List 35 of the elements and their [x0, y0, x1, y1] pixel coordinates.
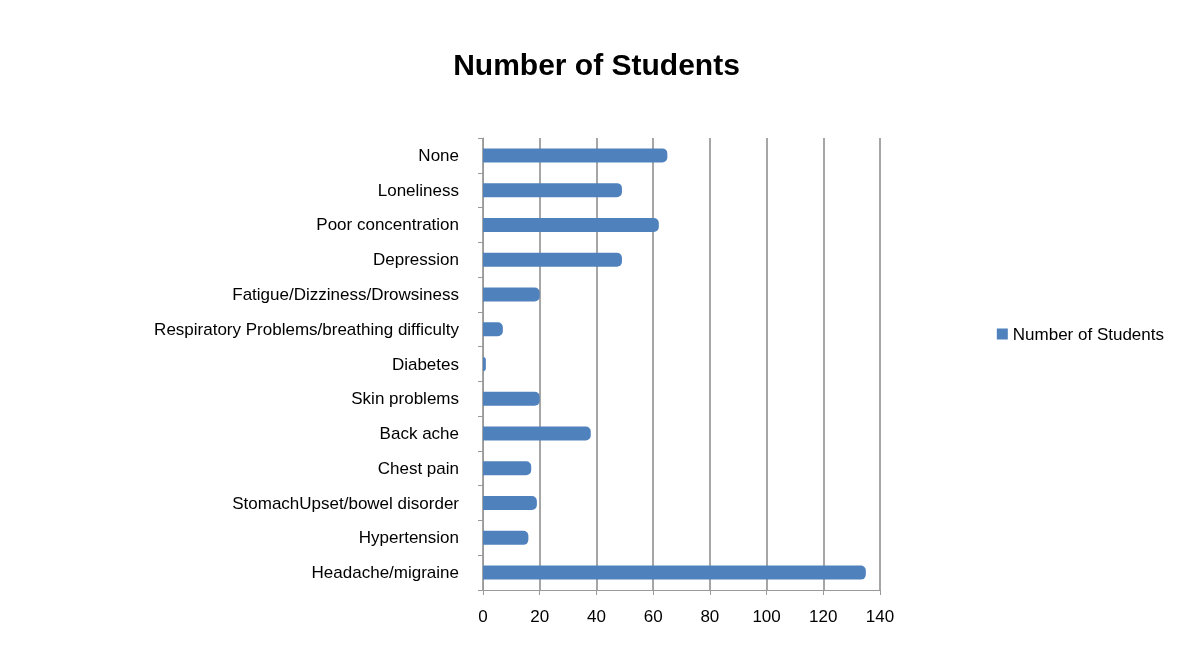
y-tick-label: Respiratory Problems/breathing difficulty: [154, 319, 460, 339]
y-tick-label: Hypertension: [358, 528, 459, 548]
x-tick-label: 0: [478, 607, 488, 626]
bar: [483, 148, 668, 163]
bar: [483, 217, 659, 232]
y-tick-label: Chest pain: [377, 458, 459, 478]
bar: [483, 565, 866, 580]
y-tick-label: None: [418, 145, 459, 165]
y-tick-label: Poor concentration: [316, 215, 459, 235]
chart-title: Number of Students: [453, 47, 740, 81]
bar: [483, 322, 503, 337]
y-tick-label: Fatigue/Dizziness/Drowsiness: [232, 284, 459, 304]
x-tick-label: 100: [752, 607, 781, 626]
y-tick-label: Back ache: [379, 424, 459, 444]
y-tick-label: StomachUpset/bowel disorder: [232, 493, 460, 513]
x-tick-label: 120: [809, 607, 838, 626]
y-tick-label: Headache/migraine: [311, 563, 459, 583]
bar: [483, 530, 529, 545]
bar: [483, 496, 537, 511]
y-tick-label: Loneliness: [377, 180, 459, 200]
bar: [483, 252, 622, 267]
legend-label: Number of Students: [1012, 324, 1165, 344]
x-tick-label: 60: [643, 607, 663, 626]
x-tick-label: 80: [700, 607, 720, 626]
bar: [483, 287, 540, 302]
bar: [483, 461, 532, 476]
y-tick-label: Diabetes: [391, 354, 459, 374]
x-tick-label: 140: [865, 607, 895, 626]
bar: [483, 183, 622, 198]
x-tick-label: 20: [530, 607, 550, 626]
bar: [483, 391, 540, 406]
y-tick-label: Depression: [373, 250, 459, 270]
bar: [483, 426, 591, 441]
y-tick-label: Skin problems: [351, 389, 459, 409]
x-tick-label: 40: [586, 607, 606, 626]
